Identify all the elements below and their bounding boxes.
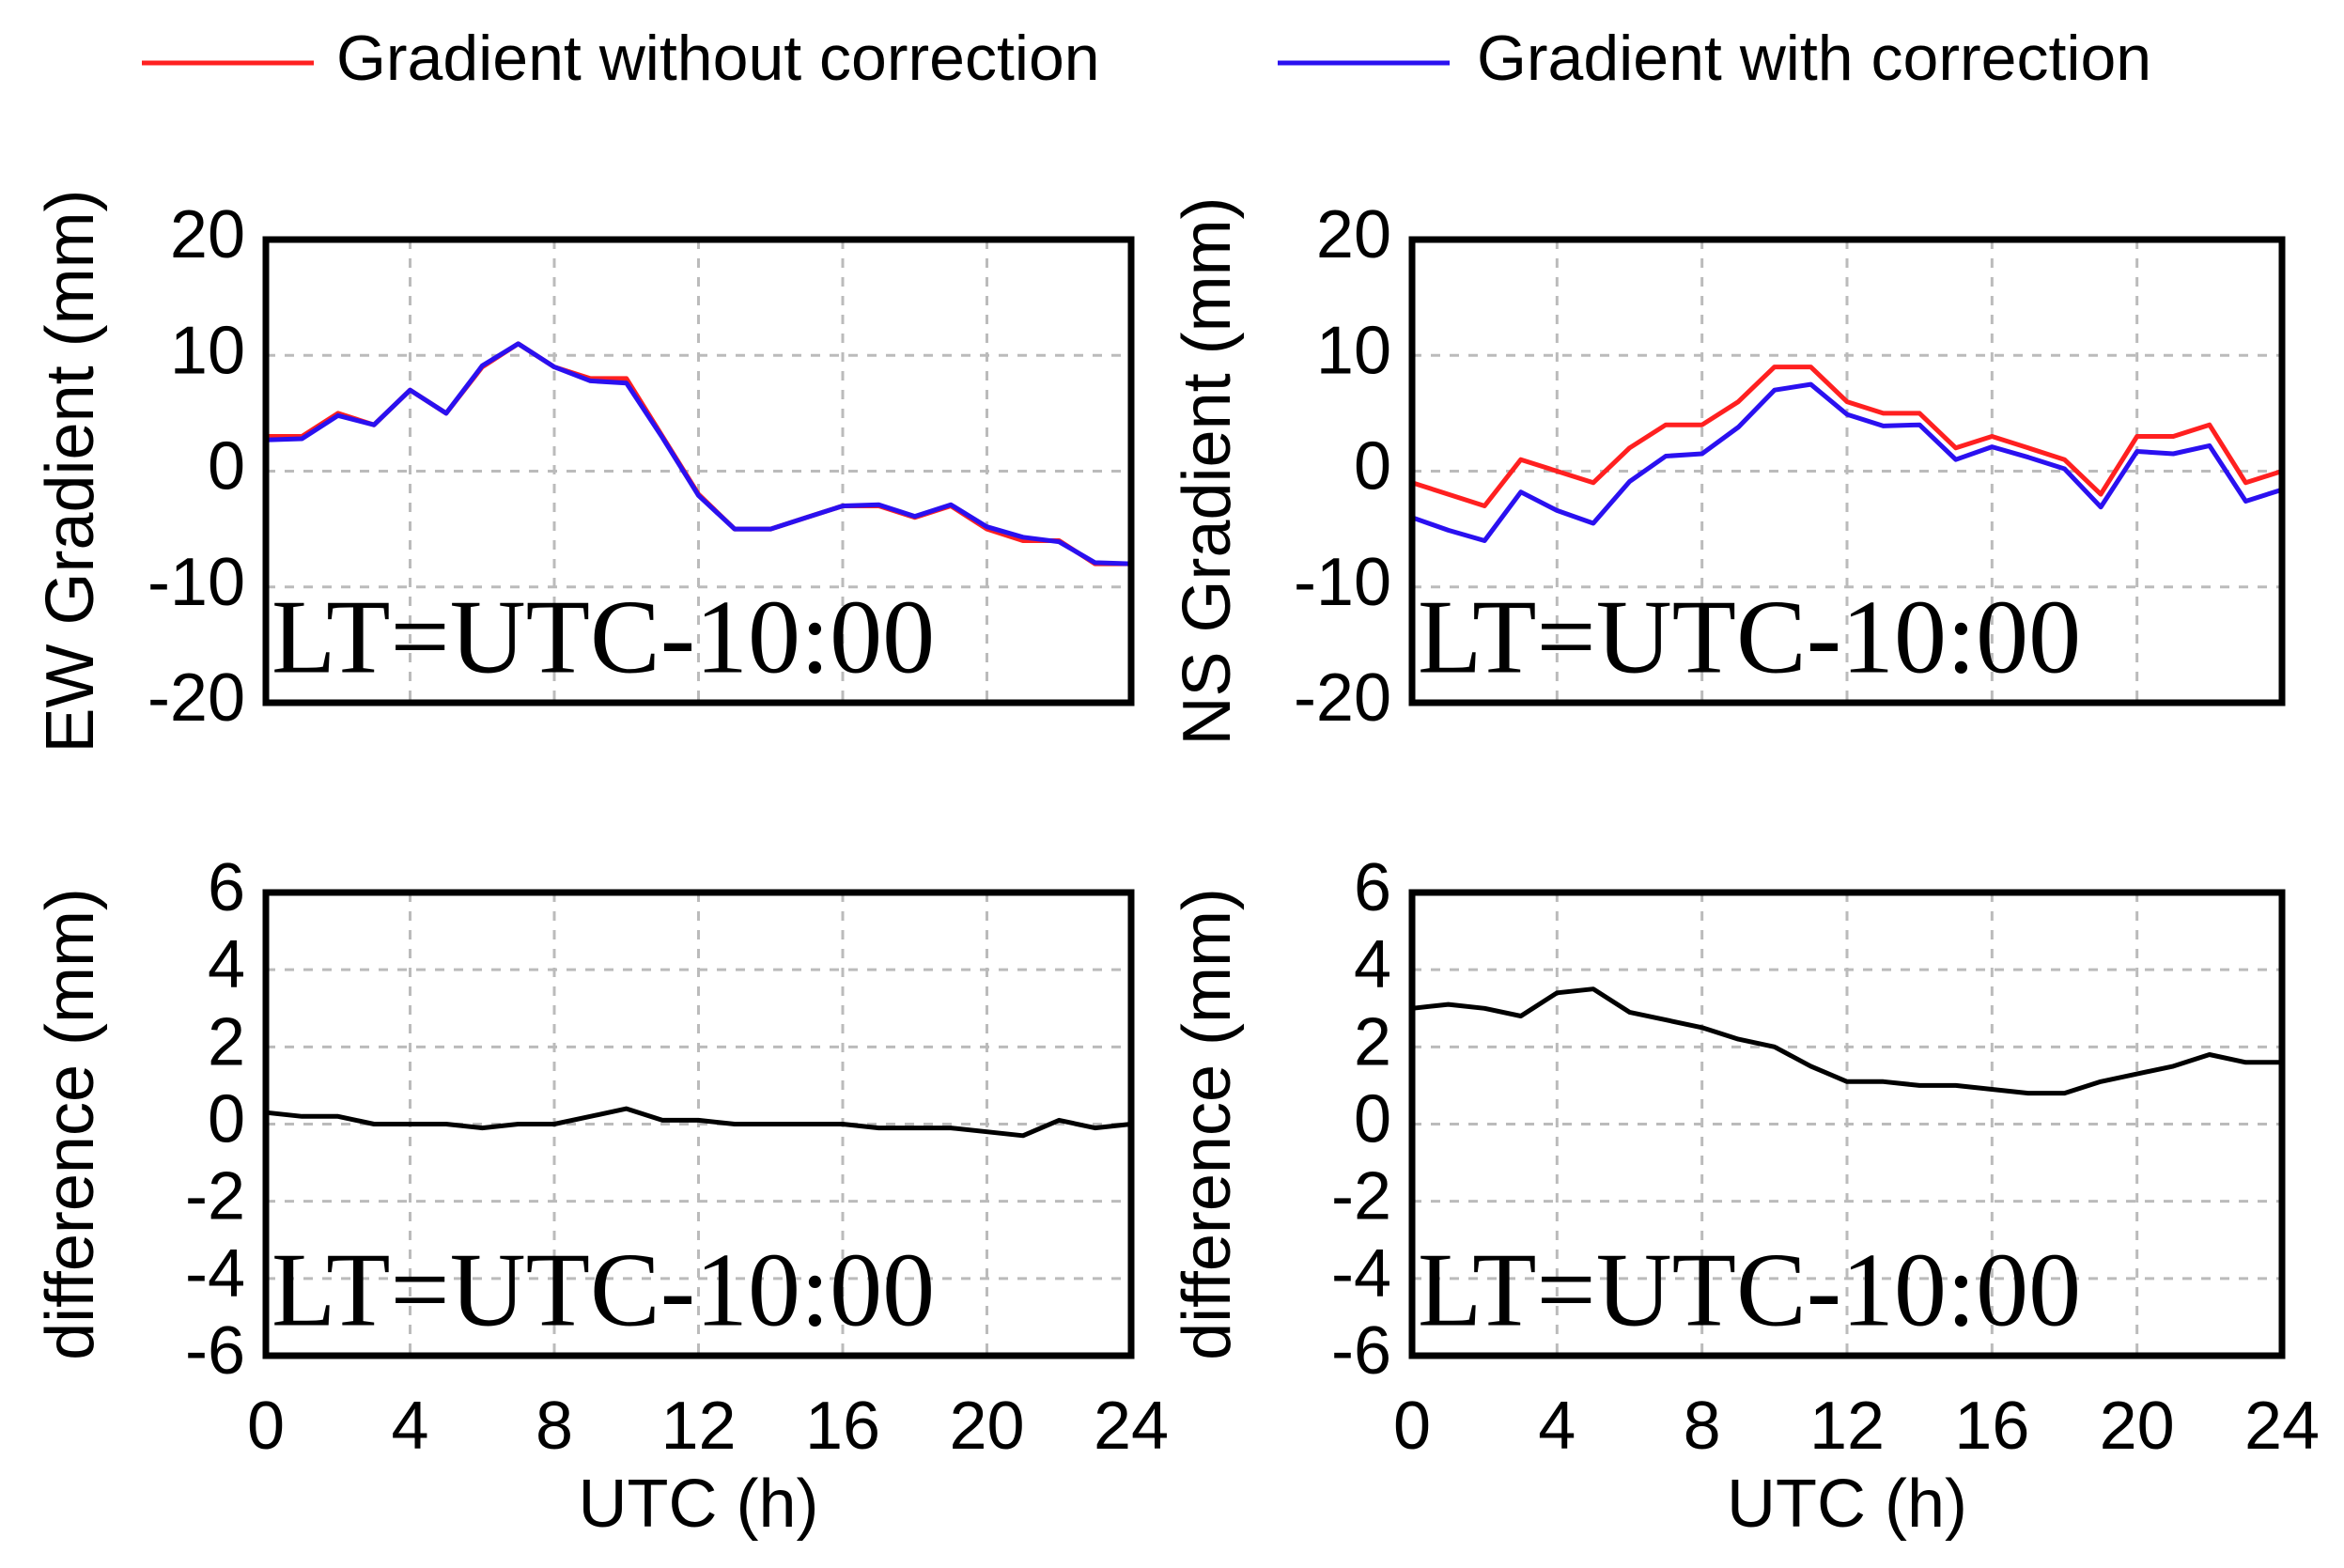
y-tick-label: 0 bbox=[208, 1082, 245, 1157]
x-tick-label: 12 bbox=[1809, 1389, 1885, 1464]
legend: Gradient without correction Gradient wit… bbox=[142, 23, 2151, 94]
plot-frame bbox=[1408, 236, 2286, 706]
plot-frame bbox=[1408, 889, 2286, 1359]
y-axis-label: NS Gradient (mm) bbox=[1170, 196, 1245, 745]
y-tick-label: -6 bbox=[1331, 1313, 1391, 1389]
x-tick-label: 8 bbox=[1684, 1389, 1721, 1464]
y-tick-label: -2 bbox=[1331, 1159, 1391, 1234]
y-axis-label: difference (mm) bbox=[33, 888, 108, 1360]
y-tick-label: 0 bbox=[1354, 1082, 1391, 1157]
annotation: LT=UTC-10:00 bbox=[272, 1233, 935, 1349]
y-tick-label: 10 bbox=[170, 313, 245, 388]
series-line bbox=[265, 341, 1132, 567]
x-tick-label: 0 bbox=[1393, 1389, 1431, 1464]
y-tick-label: 4 bbox=[1354, 927, 1391, 1002]
y-tick-label: 6 bbox=[1354, 850, 1391, 925]
x-tick-label: 24 bbox=[1094, 1389, 1169, 1464]
annotation: LT=UTC-10:00 bbox=[272, 580, 935, 696]
y-tick-label: -10 bbox=[1294, 545, 1391, 620]
y-tick-label: -20 bbox=[147, 660, 245, 736]
y-tick-label: 4 bbox=[208, 927, 245, 1002]
x-tick-label: 12 bbox=[660, 1389, 736, 1464]
y-tick-label: -10 bbox=[147, 545, 245, 620]
y-tick-label: 2 bbox=[1354, 1004, 1391, 1079]
annotation: LT=UTC-10:00 bbox=[1418, 1233, 2081, 1349]
y-tick-label: 20 bbox=[1316, 197, 1391, 272]
x-tick-label: 24 bbox=[2244, 1389, 2320, 1464]
y-tick-label: -4 bbox=[185, 1236, 245, 1312]
y-tick-label: 0 bbox=[1354, 429, 1391, 505]
x-tick-label: 16 bbox=[1954, 1389, 2029, 1464]
series-line bbox=[1411, 381, 2283, 543]
x-tick-label: 16 bbox=[805, 1389, 880, 1464]
x-tick-label: 8 bbox=[536, 1389, 573, 1464]
y-axis-label: difference (mm) bbox=[1170, 888, 1245, 1360]
x-tick-label: 4 bbox=[1538, 1389, 1576, 1464]
y-tick-label: -20 bbox=[1294, 660, 1391, 736]
y-tick-label: -6 bbox=[185, 1313, 245, 1389]
series-line bbox=[1411, 986, 2282, 1096]
y-axis-label: EW Gradient (mm) bbox=[33, 189, 108, 753]
series-line bbox=[265, 1106, 1132, 1139]
plot-frame bbox=[262, 889, 1135, 1359]
y-tick-label: 6 bbox=[208, 850, 245, 925]
y-tick-label: 20 bbox=[170, 197, 245, 272]
y-tick-label: 10 bbox=[1316, 313, 1391, 388]
annotation: LT=UTC-10:00 bbox=[1418, 580, 2081, 696]
legend-label: Gradient with correction bbox=[1477, 23, 2151, 94]
x-axis-label: UTC (h) bbox=[1727, 1467, 1967, 1542]
x-tick-label: 20 bbox=[949, 1389, 1024, 1464]
y-tick-label: 0 bbox=[208, 429, 245, 505]
legend-label: Gradient without correction bbox=[336, 23, 1100, 94]
x-axis-label: UTC (h) bbox=[579, 1467, 819, 1542]
x-tick-label: 20 bbox=[2100, 1389, 2175, 1464]
x-tick-label: 0 bbox=[247, 1389, 285, 1464]
y-tick-label: -2 bbox=[185, 1159, 245, 1234]
series-line bbox=[1411, 365, 2283, 508]
y-tick-label: 2 bbox=[208, 1004, 245, 1079]
plot-frame bbox=[262, 236, 1135, 706]
x-tick-label: 4 bbox=[391, 1389, 428, 1464]
y-tick-label: -4 bbox=[1331, 1236, 1391, 1312]
